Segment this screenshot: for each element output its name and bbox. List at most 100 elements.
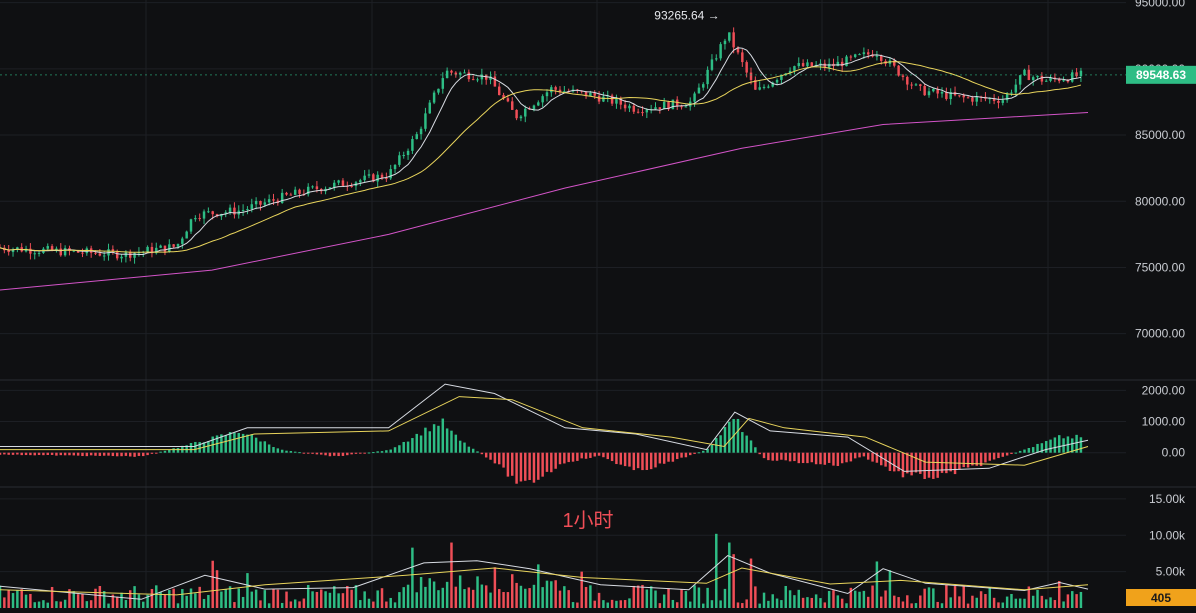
macd-bar: [1014, 452, 1018, 454]
volume-bar: [402, 587, 405, 608]
volume-bar: [862, 590, 866, 608]
candle-body: [797, 63, 800, 67]
macd-bar: [697, 452, 701, 454]
volume-bar: [33, 602, 36, 608]
volume-bar: [819, 598, 822, 608]
candle-body: [37, 252, 41, 254]
volume-bar: [406, 584, 410, 608]
volume-bar: [728, 542, 731, 608]
volume-bar: [328, 592, 332, 608]
volume-bar: [484, 585, 488, 608]
candle-body: [919, 84, 922, 87]
candle: [285, 191, 288, 196]
volume-bar: [697, 587, 701, 608]
candle-body: [16, 247, 19, 250]
volume-bar: [276, 589, 280, 608]
volume-bar: [398, 592, 401, 608]
volume-bar: [0, 585, 2, 608]
candle-body: [823, 63, 827, 68]
macd-bar: [1053, 437, 1057, 453]
macd-bar: [806, 452, 809, 464]
macd-bar: [454, 434, 458, 453]
macd-bar: [801, 452, 805, 464]
volume-bar: [580, 571, 583, 608]
volume-ma-slow-line: [0, 567, 1089, 596]
macd-bar: [11, 452, 15, 455]
volume-bar: [428, 578, 432, 608]
candle: [333, 179, 336, 191]
candle-body: [1075, 72, 1078, 77]
macd-bar: [385, 450, 388, 453]
candle-body: [524, 108, 527, 117]
macd-bar: [654, 452, 657, 468]
candle: [441, 72, 445, 94]
candle-body: [658, 107, 662, 110]
candle-body: [115, 251, 119, 259]
macd-bar: [142, 452, 145, 457]
candle: [515, 109, 518, 121]
volume-bar: [302, 598, 306, 608]
candle-body: [936, 88, 939, 94]
macd-bar: [688, 452, 692, 456]
macd-bar: [728, 421, 731, 453]
macd-bar: [875, 452, 879, 463]
macd-bar: [128, 452, 132, 457]
candle-body: [76, 250, 80, 253]
macd-bar: [493, 452, 497, 464]
volume-bar: [675, 602, 679, 608]
volume-bar: [610, 599, 614, 608]
macd-bar: [971, 452, 974, 466]
volume-bar: [797, 589, 800, 608]
volume-bar: [411, 547, 414, 608]
macd-bar: [997, 452, 1000, 459]
candle-body: [424, 113, 427, 129]
candle-body: [81, 252, 84, 254]
macd-bar: [702, 450, 705, 453]
macd-bar: [589, 452, 592, 458]
volume-bar: [211, 560, 214, 608]
candle-body: [897, 65, 900, 76]
volume-bar: [528, 588, 531, 608]
volume-bar: [775, 598, 779, 608]
volume-bar: [649, 586, 653, 608]
volume-bar: [385, 601, 388, 608]
volume-bar: [463, 589, 466, 608]
volume-bar: [511, 574, 514, 608]
macd-bar: [827, 452, 831, 463]
ma-slow-line: [0, 112, 1089, 291]
volume-bar: [350, 589, 353, 608]
macd-bar: [450, 430, 453, 453]
candle: [367, 169, 371, 179]
volume-bar: [1023, 598, 1026, 608]
macd-bar: [914, 452, 918, 473]
volume-bar: [710, 600, 714, 608]
macd-bar: [398, 445, 401, 453]
volume-bar: [524, 588, 527, 608]
candle-body: [311, 186, 314, 188]
candle-body: [502, 95, 505, 99]
candle: [254, 197, 258, 210]
volume-bar: [840, 598, 844, 608]
candle: [771, 81, 774, 88]
volume-bar: [441, 587, 445, 608]
candle: [923, 83, 926, 96]
macd-bar: [1079, 437, 1083, 453]
candle-body: [380, 174, 384, 179]
volume-bar: [346, 585, 349, 608]
candle-body: [241, 210, 245, 212]
candle-body: [163, 245, 167, 252]
candle-body: [719, 44, 722, 59]
candle-body: [645, 109, 649, 113]
volume-bar: [558, 590, 562, 608]
candle-body: [437, 88, 440, 93]
volume-bar: [24, 594, 28, 608]
candle: [120, 254, 123, 263]
candle-body: [1018, 75, 1022, 85]
candle-body: [33, 253, 36, 255]
candle: [476, 77, 479, 83]
macd-bar: [615, 452, 618, 465]
candle-body: [263, 202, 267, 205]
candle-body: [545, 92, 549, 97]
